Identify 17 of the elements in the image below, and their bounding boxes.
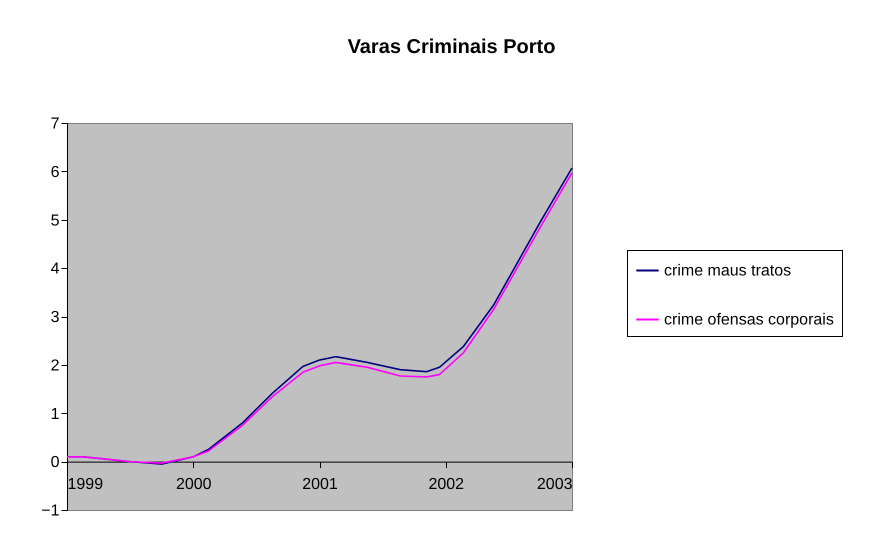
- y-tick-label: 6: [50, 164, 60, 181]
- y-tick-label: −1: [41, 502, 60, 520]
- legend-label: crime ofensas corporais: [664, 312, 834, 328]
- y-tick-label: 2: [50, 357, 60, 374]
- y-tick-label: 4: [50, 260, 60, 278]
- x-tick-label: 2002: [428, 476, 464, 494]
- legend-label: crime maus tratos: [664, 262, 792, 280]
- x-tick-label: 2000: [176, 476, 212, 494]
- x-tick-label: 1999: [68, 476, 104, 494]
- chart-title: Varas Criminais Porto: [348, 36, 556, 58]
- y-tick-label: 5: [50, 212, 60, 230]
- y-tick-label: 1: [50, 406, 60, 423]
- y-tick-label: 7: [50, 116, 60, 132]
- x-tick-label: 2001: [302, 476, 338, 494]
- y-tick-label: 0: [50, 454, 60, 472]
- y-tick-label: 3: [50, 309, 60, 326]
- x-tick-label: 2003: [536, 476, 573, 494]
